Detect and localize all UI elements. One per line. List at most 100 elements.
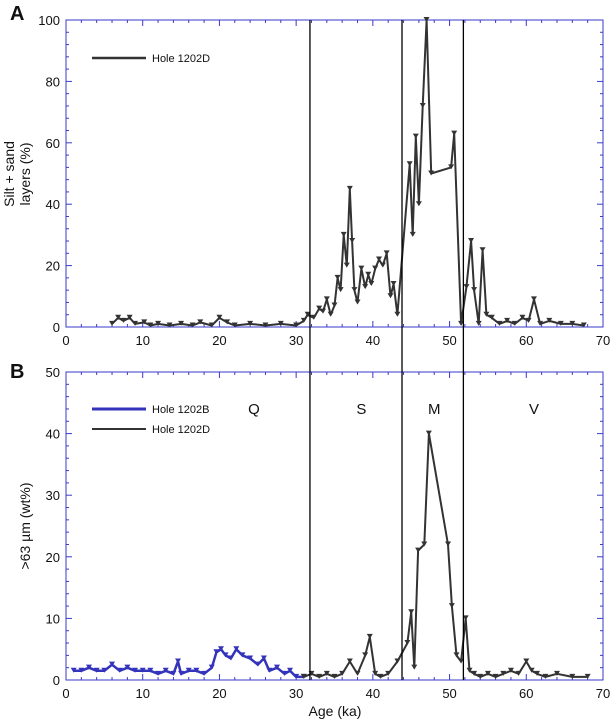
panel-b-data-point: [462, 615, 469, 621]
panel-b-data-point: [385, 670, 392, 676]
panel-a-data-point: [448, 164, 455, 170]
panel-a-x-tick-label: 70: [596, 333, 610, 348]
panel-b-frame: [65, 371, 604, 681]
panel-b-data-point: [354, 670, 361, 676]
panel-b-data-point: [523, 658, 530, 664]
panel-a-data-point: [471, 287, 478, 293]
panel-b-x-tick-label: 70: [596, 686, 610, 701]
panel-b-data-point: [217, 646, 224, 652]
panel-b-data-point: [507, 667, 514, 673]
panel-b-data-point: [208, 664, 215, 670]
panel-a-data-point: [383, 250, 390, 256]
panel-b-data-point: [193, 667, 200, 673]
panel-b-data-point: [287, 667, 294, 673]
panel-b-y-tick-label: 50: [46, 365, 60, 380]
legend-b-1202b-label: Hole 1202B: [152, 404, 210, 416]
panel-a-data-point: [208, 322, 215, 328]
panel-b-data-point: [542, 673, 549, 679]
panel-b-data-point: [300, 673, 307, 679]
panel-a-data-point: [362, 284, 369, 290]
panel-a-data-point: [319, 308, 326, 314]
panel-a-legend: Hole 1202D: [92, 53, 210, 65]
panel-a-y-tick-label: 0: [53, 320, 60, 335]
panel-b-legend: Hole 1202B Hole 1202D: [92, 404, 210, 436]
panel-b-data-point: [453, 652, 460, 658]
panel-b-data-point: [162, 667, 169, 673]
panel-a-data-point: [354, 299, 361, 305]
panel-b-series-line-1: [303, 432, 588, 678]
panel-a-data-point: [458, 320, 465, 326]
panel-a-x-tick-label: 60: [519, 333, 533, 348]
panel-a-data-point: [115, 314, 122, 320]
panel-a-data-point: [327, 311, 334, 317]
panel-a-x-tick-label: 20: [212, 333, 226, 348]
panel-b-series: [70, 430, 591, 679]
panel-a-data-point: [337, 287, 344, 293]
panel-b-data-point: [394, 658, 401, 664]
panel-a-data-point: [479, 247, 486, 253]
panel-b-data-point: [260, 655, 267, 661]
panel-a-data-point: [537, 320, 544, 326]
panel-b-data-point: [93, 667, 100, 673]
panel-a-data-point: [334, 274, 341, 280]
panel-a-data-point: [132, 320, 139, 326]
panel-b-x-tick-label: 20: [212, 686, 226, 701]
panel-a-data-point: [409, 231, 416, 237]
legend-a-1202d-label: Hole 1202D: [152, 53, 210, 65]
panel-a-data-point: [178, 320, 185, 326]
panel-a-data-point: [504, 317, 511, 323]
panel-b-data-point: [316, 673, 323, 679]
panel-b-data-point: [584, 673, 591, 679]
panel-a-data-point: [451, 130, 458, 136]
panel-b-data-point: [139, 667, 146, 673]
panel-b-data-point: [415, 547, 422, 553]
panel-a-data-point: [340, 231, 347, 237]
panel-b-data-point: [553, 670, 560, 676]
panel-b-data-point: [273, 664, 280, 670]
panel-a-x-tick-label: 0: [62, 333, 69, 348]
panel-b-x-tick-label: 60: [519, 686, 533, 701]
panel-a-data-point: [126, 314, 133, 320]
panel-a-data-point: [580, 322, 587, 328]
panel-a-series: [109, 17, 587, 328]
panel-a-ticks: 0 10 20 30 40 50 60 70 0 20 40 60 80 100: [38, 13, 610, 348]
panel-a-data-point: [189, 322, 196, 328]
panel-a-data-point: [331, 302, 338, 308]
panel-b-data-point: [201, 670, 208, 676]
panel-b-xlabel: Age (ka): [309, 703, 362, 719]
panel-a-data-point: [569, 320, 576, 326]
panel-a-data-point: [428, 170, 435, 176]
panel-b-data-point: [377, 673, 384, 679]
panel-a-data-point: [519, 314, 526, 320]
panel-b-data-point: [339, 670, 346, 676]
panel-a-data-point: [372, 265, 379, 271]
panel-b-data-point: [492, 673, 499, 679]
panel-a-data-point: [525, 317, 532, 323]
panel-b-data-point: [500, 670, 507, 676]
panel-b-data-point: [175, 658, 182, 664]
panel-a-data-point: [468, 238, 475, 244]
legend-b-1202d-label: Hole 1202D: [152, 424, 210, 436]
panel-a-data-point: [231, 322, 238, 328]
panel-a-data-point: [365, 271, 372, 277]
panel-b-data-point: [293, 673, 300, 679]
panel-b-x-tick-label: 10: [135, 686, 149, 701]
panel-a-y-tick-label: 60: [46, 136, 60, 151]
panel-a: A 0 10 20 30 40 50 60 70 0 20 40 60 80 100 Silt + san…: [1, 3, 610, 348]
panel-a-x-tick-label: 10: [135, 333, 149, 348]
panel-a-y-tick-label: 20: [46, 259, 60, 274]
panel-b-data-point: [366, 633, 373, 639]
panel-a-data-point: [277, 320, 284, 326]
panel-b-y-tick-label: 20: [46, 550, 60, 565]
zone-label-q: Q: [248, 401, 260, 418]
panel-b-data-point: [239, 652, 246, 658]
panel-a-data-point: [216, 314, 223, 320]
panel-a-data-point: [323, 296, 330, 302]
panel-b-x-tick-label: 40: [366, 686, 380, 701]
panel-a-data-point: [349, 238, 356, 244]
panel-a-data-point: [406, 161, 413, 167]
panel-a-data-point: [141, 319, 148, 325]
panel-b-data-point: [477, 673, 484, 679]
panel-b-ylabel: >63 µm (wt%): [17, 482, 33, 569]
panel-b-data-point: [515, 670, 522, 676]
